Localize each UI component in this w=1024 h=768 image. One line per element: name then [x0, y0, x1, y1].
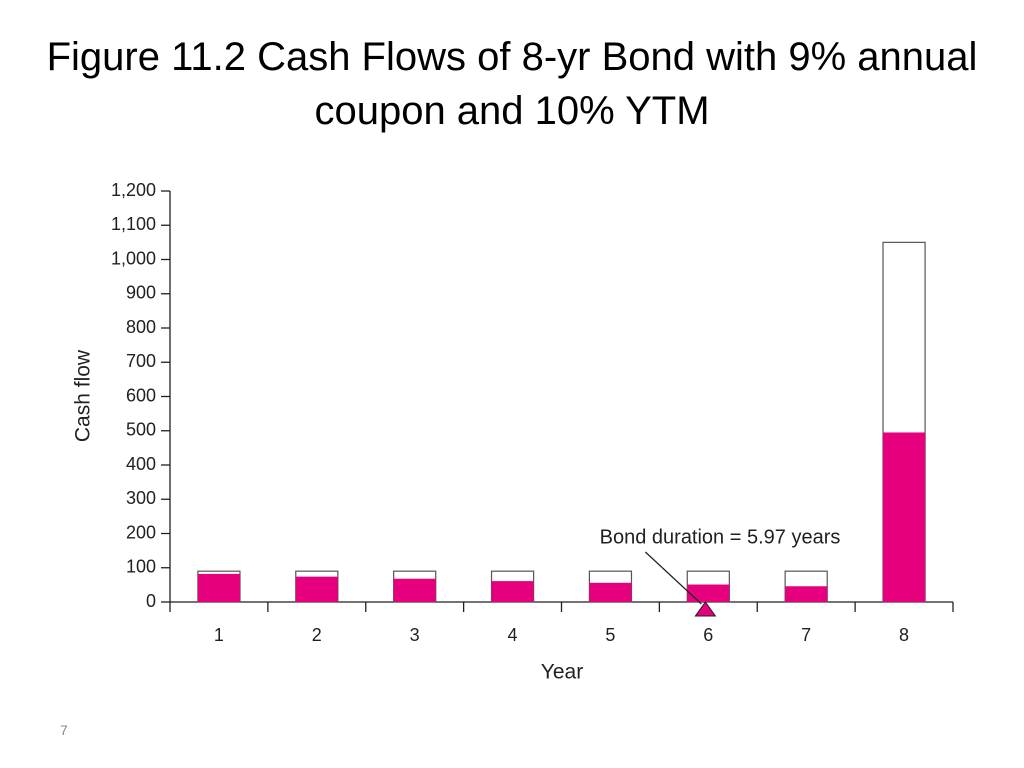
y-tick-label: 600 — [126, 385, 156, 405]
y-axis-label: Cash flow — [72, 349, 95, 442]
y-tick-label: 300 — [126, 488, 156, 508]
bar — [883, 432, 926, 602]
x-axis-label: Year — [541, 661, 583, 684]
x-tick-label: 8 — [899, 625, 909, 645]
duration-marker — [694, 601, 717, 617]
x-tick-label: 7 — [801, 625, 811, 645]
bar — [393, 578, 436, 602]
bar — [785, 586, 828, 602]
bar — [295, 576, 338, 602]
y-tick-label: 1,200 — [111, 180, 156, 200]
y-tick-label: 200 — [126, 522, 156, 542]
slide-number: 7 — [60, 722, 68, 738]
y-tick-label: 1,100 — [111, 214, 156, 234]
y-tick-label: 500 — [126, 420, 156, 440]
y-tick-label: 800 — [126, 317, 156, 337]
y-tick-label: 700 — [126, 351, 156, 371]
y-tick-label: 0 — [146, 591, 156, 611]
x-tick-label: 2 — [312, 625, 322, 645]
bar — [687, 584, 730, 602]
x-tick-label: 4 — [508, 625, 518, 645]
x-tick-label: 3 — [410, 625, 420, 645]
x-tick-label: 5 — [605, 625, 615, 645]
bar — [491, 581, 534, 602]
slide-title: Figure 11.2 Cash Flows of 8-yr Bond with… — [46, 35, 978, 133]
y-tick-label: 900 — [126, 283, 156, 303]
x-tick-label: 6 — [703, 625, 713, 645]
x-tick-label: 1 — [214, 625, 224, 645]
annotation-arrow — [644, 551, 702, 605]
y-tick-label: 100 — [126, 557, 156, 577]
y-tick-label: 400 — [126, 454, 156, 474]
annotation-text: Bond duration = 5.97 years — [600, 526, 841, 548]
y-tick-label: 1,000 — [111, 248, 156, 268]
bar — [589, 582, 632, 602]
bar — [197, 573, 240, 602]
